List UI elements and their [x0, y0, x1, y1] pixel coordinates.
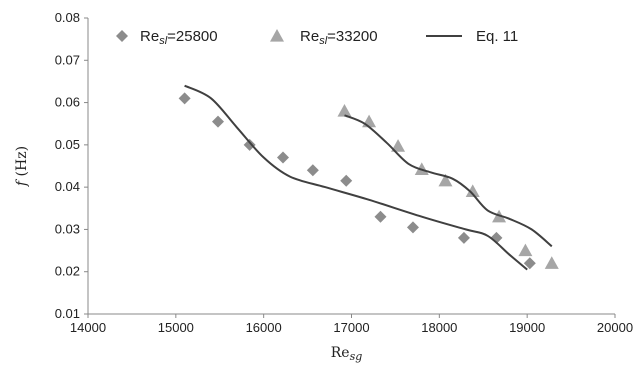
point-re-sl-33200: [362, 114, 377, 128]
y-tick-label: 0.03: [55, 221, 80, 236]
legend-marker-triangle: [270, 29, 284, 42]
y-tick-label: 0.04: [55, 179, 80, 194]
y-tick-label: 0.05: [55, 137, 80, 152]
point-re-sl-25800: [340, 174, 353, 187]
point-re-sl-33200: [465, 184, 480, 197]
x-axis-title: Resg: [331, 345, 363, 363]
legend: Resl=25800 Resl=33200 Eq. 11: [116, 28, 518, 47]
point-re-sl-25800: [523, 257, 536, 270]
y-tick-label: 0.07: [55, 52, 80, 67]
legend-marker-diamond: [116, 30, 128, 42]
axes: 0.01 0.02 0.03 0.04 0.05 0.06 0.07 0.08 14000 150…: [14, 10, 633, 363]
x-tick-label: 19000: [509, 320, 545, 335]
point-re-sl-33200: [518, 243, 533, 257]
series-layer: [178, 84, 559, 271]
eq11-curve: [184, 84, 528, 271]
y-axis-title: f (Hz): [14, 146, 30, 187]
y-tick-label: 0.01: [55, 306, 80, 321]
x-tick-label: 18000: [421, 320, 457, 335]
y-tick-label: 0.08: [55, 10, 80, 25]
point-re-sl-25800: [178, 92, 191, 105]
point-re-sl-25800: [276, 151, 289, 164]
legend-item-re-sl-33200: Resl=33200: [300, 28, 378, 47]
x-tick-label: 16000: [246, 320, 282, 335]
point-re-sl-25800: [211, 115, 224, 128]
point-re-sl-33200: [337, 104, 352, 117]
point-re-sl-25800: [374, 210, 387, 223]
point-re-sl-25800: [243, 138, 256, 151]
eq11-curve: [344, 114, 553, 248]
point-re-sl-33200: [438, 173, 453, 187]
point-re-sl-33200: [391, 139, 406, 152]
x-tick-label: 15000: [158, 320, 194, 335]
y-tick-label: 0.02: [55, 264, 80, 279]
x-tick-label: 14000: [70, 320, 106, 335]
point-re-sl-25800: [306, 164, 319, 177]
x-tick-label: 17000: [333, 320, 369, 335]
legend-item-eq-11: Eq. 11: [476, 28, 518, 45]
point-re-sl-25800: [457, 231, 470, 244]
point-re-sl-33200: [544, 256, 559, 269]
legend-item-re-sl-25800: Resl=25800: [140, 28, 218, 47]
point-re-sl-25800: [406, 221, 419, 234]
x-tick-label: 20000: [597, 320, 633, 335]
y-tick-label: 0.06: [55, 95, 80, 110]
